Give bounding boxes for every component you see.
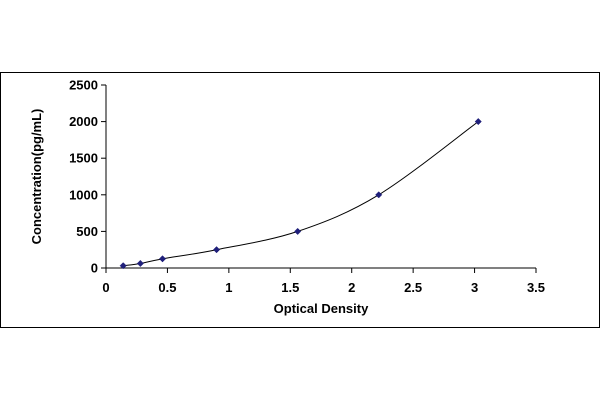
x-tick-label: 3.5 bbox=[527, 280, 545, 295]
x-tick-label: 1 bbox=[225, 280, 232, 295]
data-point bbox=[294, 227, 302, 235]
y-tick-label: 1000 bbox=[69, 187, 98, 202]
data-point bbox=[136, 259, 144, 268]
x-tick-label: 0 bbox=[102, 280, 109, 295]
x-tick-label: 3 bbox=[471, 280, 478, 295]
chart-border bbox=[0, 72, 600, 328]
y-tick-label: 2000 bbox=[69, 114, 98, 129]
x-tick-label: 2 bbox=[348, 280, 355, 295]
data-point bbox=[375, 191, 383, 199]
x-tick-label: 2.5 bbox=[404, 280, 422, 295]
y-tick-label: 2500 bbox=[69, 78, 98, 93]
y-tick-label: 1500 bbox=[69, 151, 98, 166]
y-tick-label: 0 bbox=[91, 261, 98, 276]
x-tick-label: 0.5 bbox=[158, 280, 176, 295]
x-tick-label: 1.5 bbox=[281, 280, 299, 295]
data-point bbox=[474, 118, 482, 126]
data-point bbox=[119, 262, 127, 270]
tick-labels: 0 500 1000 1500 2000 2500 0 0.5 1 1.5 2 2.5 3 3.5 bbox=[69, 78, 545, 296]
data-point bbox=[158, 255, 167, 263]
y-axis-title: Concentration(pg/mL) bbox=[29, 109, 44, 245]
x-axis-title: Optical Density bbox=[274, 301, 369, 316]
axes bbox=[101, 84, 537, 273]
plot-area bbox=[119, 118, 482, 270]
data-point bbox=[213, 246, 221, 254]
y-tick-label: 500 bbox=[76, 224, 98, 239]
